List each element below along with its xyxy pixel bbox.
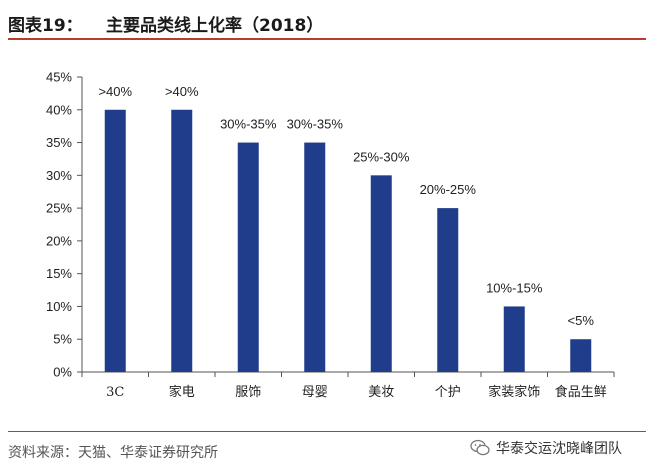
data-label: >40% — [98, 84, 132, 99]
y-tick-label: 20% — [46, 233, 72, 248]
bar — [104, 109, 126, 373]
data-label: 30%-35% — [220, 117, 277, 132]
x-category-label: 家电 — [169, 384, 195, 400]
brand-text: 华泰交运沈晓峰团队 — [496, 441, 622, 457]
x-category-label: 服饰 — [235, 385, 261, 400]
x-category-label: 3C — [106, 385, 124, 400]
x-category-label: 个护 — [435, 385, 461, 400]
data-label: 25%-30% — [353, 149, 410, 164]
figure-label: 图表19： — [8, 16, 83, 36]
bottom-rule — [8, 431, 646, 432]
data-label: 30%-35% — [287, 117, 344, 132]
top-rule — [8, 38, 646, 40]
x-category-label: 美妆 — [368, 385, 394, 400]
y-tick-label: 30% — [46, 168, 72, 183]
bar — [437, 208, 459, 372]
y-tick-label: 25% — [46, 201, 72, 216]
y-tick-label: 5% — [53, 332, 72, 347]
bar — [370, 175, 392, 372]
brand-watermark: 华泰交运沈晓峰团队 — [470, 436, 622, 460]
chart-header: 图表19： 主要品类线上化率（2018） — [8, 6, 648, 36]
y-tick-label: 40% — [46, 102, 72, 117]
bar-chart: 0% 5% 10% 15% 20% 25% 30% 35% 40% 45% >40% 3C >40% 家电… — [46, 70, 615, 400]
x-category-label: 家装家饰 — [488, 384, 540, 400]
x-category-label: 食品生鲜 — [555, 384, 607, 400]
data-label: 10%-15% — [486, 280, 543, 295]
bar — [570, 339, 592, 372]
y-tick-label: 15% — [46, 266, 72, 281]
y-tick-label: 10% — [46, 299, 72, 314]
y-tick-label: 45% — [46, 70, 72, 85]
y-tick-label: 0% — [53, 365, 72, 380]
y-tick-label: 35% — [46, 135, 72, 150]
bar — [171, 109, 193, 373]
chart-title: 主要品类线上化率（2018） — [106, 16, 324, 36]
bar — [503, 306, 525, 372]
x-category-label: 母婴 — [302, 385, 328, 400]
data-label: >40% — [165, 84, 199, 99]
data-label: <5% — [568, 313, 595, 328]
data-label: 20%-25% — [420, 182, 477, 197]
bar — [237, 142, 259, 372]
source-note: 资料来源：天猫、华泰证券研究所 — [8, 445, 218, 461]
bar — [304, 142, 326, 372]
wechat-icon — [470, 439, 490, 456]
